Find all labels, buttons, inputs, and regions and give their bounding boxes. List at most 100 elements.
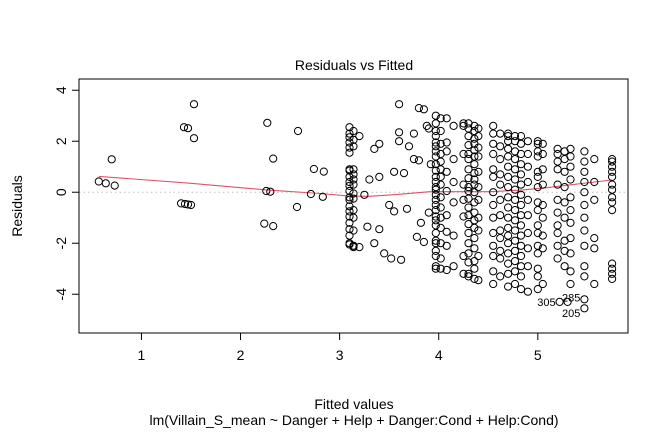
data-point	[431, 132, 440, 141]
data-point	[365, 175, 374, 184]
x-tick-label: 1	[138, 347, 146, 363]
data-point	[345, 172, 354, 181]
data-point	[516, 180, 526, 189]
data-point	[533, 172, 542, 181]
data-point	[553, 180, 562, 189]
data-point	[474, 167, 483, 176]
data-point	[107, 155, 116, 164]
data-point	[459, 149, 468, 159]
data-point	[489, 121, 498, 131]
data-point	[489, 149, 498, 159]
data-point	[533, 272, 542, 281]
data-point	[395, 137, 404, 146]
data-point	[424, 208, 433, 217]
data-point	[470, 152, 479, 161]
y-tick-label: 2	[53, 137, 69, 145]
data-point	[504, 183, 513, 192]
data-point	[496, 129, 505, 138]
data-point	[470, 146, 479, 155]
data-point	[608, 269, 617, 278]
data-point	[395, 128, 404, 137]
y-tick-label: -2	[53, 237, 69, 250]
data-point	[489, 129, 498, 138]
data-point	[474, 132, 483, 141]
data-point	[553, 221, 562, 230]
x-tick-label: 5	[534, 347, 542, 363]
data-point	[580, 226, 589, 235]
data-point	[533, 198, 542, 207]
data-point	[319, 167, 328, 176]
data-point	[422, 121, 431, 131]
data-point	[523, 287, 533, 296]
data-point	[504, 162, 513, 171]
data-point	[363, 222, 372, 231]
y-axis-label: Residuals	[9, 175, 25, 236]
data-point	[306, 189, 315, 199]
data-point	[442, 211, 451, 220]
data-point	[516, 231, 526, 240]
data-point	[269, 222, 278, 231]
x-tick-label: 2	[237, 347, 245, 363]
data-point	[504, 213, 513, 222]
data-point	[397, 255, 406, 264]
data-point	[474, 276, 483, 285]
data-point	[608, 264, 617, 273]
data-point	[510, 155, 520, 164]
data-point	[516, 211, 526, 220]
data-point	[470, 264, 479, 273]
data-point	[431, 142, 440, 151]
data-point	[442, 186, 451, 196]
data-point	[345, 207, 354, 216]
data-point	[431, 152, 440, 161]
data-point	[566, 206, 575, 215]
data-point	[470, 198, 479, 207]
data-point	[459, 212, 468, 221]
data-point	[262, 186, 271, 196]
data-point	[189, 100, 199, 109]
data-point	[533, 183, 542, 192]
data-point	[183, 124, 193, 133]
data-point	[608, 162, 617, 171]
data-point	[566, 162, 575, 171]
data-point	[566, 267, 575, 276]
data-point	[419, 105, 428, 114]
data-point	[523, 195, 533, 204]
data-point	[431, 195, 440, 204]
data-point	[566, 193, 575, 202]
data-point	[370, 144, 379, 153]
data-point	[431, 264, 440, 273]
data-point	[390, 167, 399, 176]
data-point	[560, 262, 569, 271]
data-point	[608, 185, 617, 194]
data-point	[399, 169, 409, 178]
data-point	[431, 185, 440, 194]
data-point	[553, 149, 562, 159]
data-point	[538, 213, 547, 222]
data-point	[496, 142, 505, 151]
data-point	[345, 186, 354, 196]
data-point	[516, 190, 526, 199]
data-point	[431, 228, 440, 238]
data-point	[504, 239, 513, 248]
data-point	[590, 244, 599, 253]
data-point	[510, 185, 520, 194]
data-point	[510, 216, 520, 225]
data-point	[94, 177, 103, 186]
data-point	[409, 155, 418, 164]
data-point	[375, 139, 384, 148]
data-point	[608, 206, 617, 215]
data-point	[459, 251, 468, 261]
data-point	[516, 149, 526, 159]
data-point	[538, 180, 547, 189]
data-point	[474, 143, 483, 152]
data-point	[345, 177, 354, 187]
data-point	[516, 262, 526, 271]
x-tick-label: 4	[435, 347, 443, 363]
data-point	[489, 200, 498, 210]
data-point	[516, 285, 526, 294]
data-point	[538, 139, 547, 148]
data-point	[402, 204, 412, 213]
data-point	[370, 239, 379, 248]
data-point	[533, 249, 542, 258]
data-point	[489, 267, 498, 276]
